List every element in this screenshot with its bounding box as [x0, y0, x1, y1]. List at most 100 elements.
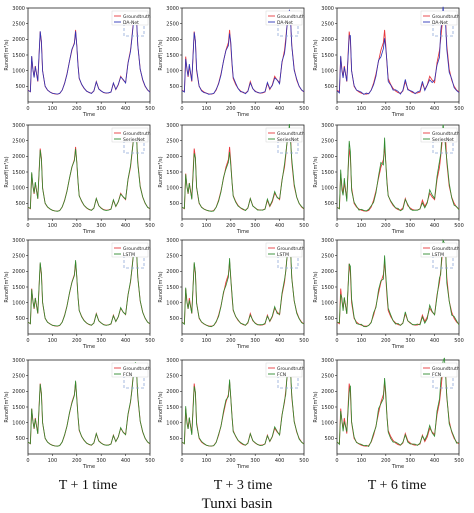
x-tick-label: 100	[357, 338, 367, 344]
y-tick-label: 2500	[321, 253, 334, 259]
x-axis-label: Time	[82, 229, 95, 235]
y-tick-label: 1000	[12, 300, 25, 306]
series-line-danet	[27, 12, 151, 95]
x-tick-label: 0	[26, 458, 29, 464]
x-tick-label: 500	[299, 458, 309, 464]
y-axis-label: Runoff(m³/s)	[313, 156, 319, 187]
legend-label: Groundtruth	[432, 14, 460, 20]
y-tick-label: 1500	[166, 170, 179, 176]
column-label-t6: T + 6 time	[367, 478, 427, 493]
y-tick-label: 2000	[12, 389, 25, 395]
x-tick-label: 200	[381, 106, 391, 112]
y-tick-label: 1500	[12, 53, 25, 59]
chart-panel-r2-c2: 500 1000 1500 2000 2500 3000 0 100 200 300 400 500 T…	[313, 238, 464, 350]
x-tick-label: 200	[226, 338, 236, 344]
x-tick-label: 400	[121, 106, 131, 112]
series-line-seriesnet	[27, 129, 151, 212]
x-tick-label: 0	[180, 223, 183, 229]
legend-label: Groundtruth	[277, 131, 305, 137]
x-tick-label: 200	[72, 458, 82, 464]
legend-label: SeriesNet	[277, 137, 299, 143]
y-tick-label: 1500	[166, 405, 179, 411]
y-axis-label: Runoff(m³/s)	[4, 156, 10, 187]
y-tick-label: 1000	[321, 300, 334, 306]
y-axis-label: Runoff(m³/s)	[158, 271, 164, 302]
series-line-fcn	[181, 366, 305, 447]
y-tick-label: 2500	[166, 373, 179, 379]
series-line-danet	[181, 9, 305, 95]
y-tick-label: 2500	[321, 21, 334, 27]
legend-box	[111, 362, 149, 378]
x-tick-label: 100	[48, 106, 58, 112]
x-axis-label: Time	[391, 344, 404, 350]
y-axis-label: Runoff(m³/s)	[313, 271, 319, 302]
chart-panel-r0-c1: 500 1000 1500 2000 2500 3000 0 100 200 300 400 500 T…	[158, 6, 309, 118]
x-tick-label: 0	[26, 338, 29, 344]
legend-box	[111, 10, 149, 26]
y-tick-label: 2000	[321, 154, 334, 160]
y-tick-label: 500	[169, 316, 179, 322]
y-tick-label: 1000	[166, 185, 179, 191]
y-tick-label: 3000	[321, 358, 334, 364]
x-tick-label: 0	[180, 338, 183, 344]
x-tick-label: 100	[48, 458, 58, 464]
y-tick-label: 500	[169, 201, 179, 207]
chart-panel-r0-c2: 500 1000 1500 2000 2500 3000 0 100 200 300 400 500 T…	[313, 6, 464, 118]
x-tick-label: 400	[275, 223, 285, 229]
y-tick-label: 2000	[12, 154, 25, 160]
y-tick-label: 1500	[12, 170, 25, 176]
series-line-seriesnet	[181, 124, 305, 212]
x-tick-label: 200	[226, 223, 236, 229]
x-tick-label: 400	[121, 223, 131, 229]
legend-label: LSTM	[277, 252, 289, 258]
chart-panel-r3-c0: 500 1000 1500 2000 2500 3000 0 100 200 300 400 500 T…	[4, 358, 155, 470]
x-tick-label: 400	[430, 223, 440, 229]
x-tick-label: 100	[48, 223, 58, 229]
x-tick-label: 400	[275, 106, 285, 112]
y-tick-label: 1000	[166, 300, 179, 306]
y-axis-label: Runoff(m³/s)	[4, 391, 10, 422]
y-tick-label: 1500	[321, 405, 334, 411]
x-tick-label: 400	[430, 338, 440, 344]
y-tick-label: 3000	[166, 358, 179, 364]
legend-label: SeriesNet	[123, 137, 145, 143]
y-tick-label: 1500	[12, 405, 25, 411]
y-tick-label: 1000	[321, 68, 334, 74]
x-tick-label: 500	[145, 338, 155, 344]
x-tick-label: 500	[145, 458, 155, 464]
y-axis-label: Runoff(m³/s)	[158, 391, 164, 422]
x-tick-label: 200	[381, 338, 391, 344]
x-tick-label: 500	[299, 106, 309, 112]
legend-label: LSTM	[123, 252, 135, 258]
y-tick-label: 500	[324, 436, 334, 442]
x-tick-label: 100	[357, 223, 367, 229]
x-tick-label: 400	[275, 458, 285, 464]
y-tick-label: 1000	[12, 420, 25, 426]
basin-title: Tunxi basin	[201, 496, 273, 512]
x-tick-label: 100	[202, 338, 212, 344]
y-tick-label: 1000	[321, 185, 334, 191]
x-axis-label: Time	[236, 112, 249, 118]
chart-panel-r3-c2: 500 1000 1500 2000 2500 3000 0 100 200 300 400 500 T…	[313, 357, 464, 470]
chart-panel-r1-c0: 500 1000 1500 2000 2500 3000 0 100 200 300 400 500 T…	[4, 123, 155, 235]
y-tick-label: 500	[324, 84, 334, 90]
y-tick-label: 500	[15, 436, 25, 442]
legend-label: FCN	[432, 372, 441, 378]
y-tick-label: 500	[15, 201, 25, 207]
x-tick-label: 300	[96, 223, 106, 229]
x-axis-label: Time	[391, 229, 404, 235]
x-tick-label: 300	[405, 223, 415, 229]
x-tick-label: 500	[299, 338, 309, 344]
series-line-fcn	[336, 357, 460, 448]
x-tick-label: 0	[335, 223, 338, 229]
x-axis-label: Time	[82, 464, 95, 470]
chart-panel-r1-c2: 500 1000 1500 2000 2500 3000 0 100 200 300 400 500 T…	[313, 123, 464, 235]
x-tick-label: 400	[430, 458, 440, 464]
x-tick-label: 400	[430, 106, 440, 112]
y-tick-label: 2000	[166, 154, 179, 160]
x-axis-label: Time	[236, 229, 249, 235]
x-tick-label: 300	[96, 458, 106, 464]
y-tick-label: 2000	[321, 37, 334, 43]
legend-box	[420, 362, 458, 378]
x-tick-label: 0	[335, 458, 338, 464]
